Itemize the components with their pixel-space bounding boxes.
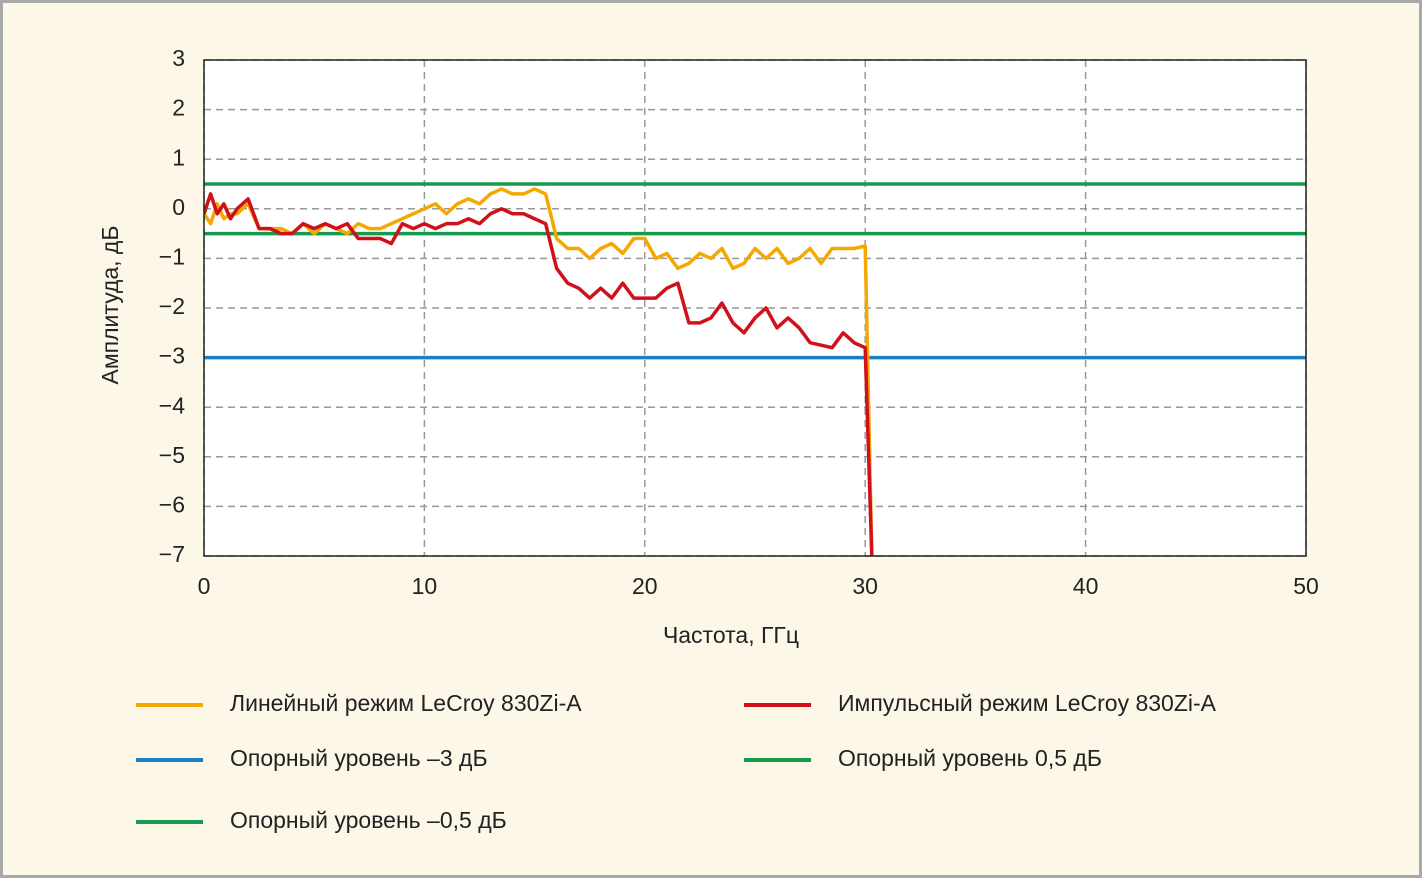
y-axis-title: Амплитуда, дБ <box>97 226 123 385</box>
y-tick-label: 1 <box>172 144 185 170</box>
legend-label: Импульсный режим LeCroy 830Zi-A <box>838 690 1217 716</box>
y-tick-label: 2 <box>172 95 185 121</box>
x-tick-label: 40 <box>1073 573 1099 599</box>
y-tick-label: −3 <box>159 343 185 369</box>
y-tick-label: −5 <box>159 442 185 468</box>
lines <box>204 182 1306 556</box>
legend-label: Опорный уровень –3 дБ <box>230 745 488 771</box>
y-tick-label: −4 <box>159 392 185 418</box>
y-tick-label: −1 <box>159 243 185 269</box>
x-tick-label: 50 <box>1293 573 1319 599</box>
legend: Линейный режим LeCroy 830Zi-A Импульсный … <box>136 690 1217 833</box>
y-tick-label: −6 <box>159 491 185 517</box>
x-axis-title: Частота, ГГц <box>663 622 799 648</box>
x-tick-label: 0 <box>198 573 211 599</box>
plot-border <box>203 59 1307 557</box>
series-line <box>204 192 874 556</box>
x-tick-label: 20 <box>632 573 658 599</box>
legend-label: Опорный уровень 0,5 дБ <box>838 745 1102 771</box>
y-tick-label: 3 <box>172 45 185 71</box>
y-tick-label: 0 <box>172 194 185 220</box>
legend-label: Опорный уровень –0,5 дБ <box>230 807 507 833</box>
legend-label: Линейный режим LeCroy 830Zi-A <box>230 690 582 716</box>
y-tick-label: −2 <box>159 293 185 319</box>
x-tick-label: 10 <box>412 573 438 599</box>
x-tick-label: 30 <box>852 573 878 599</box>
y-tick-label: −7 <box>159 541 185 567</box>
